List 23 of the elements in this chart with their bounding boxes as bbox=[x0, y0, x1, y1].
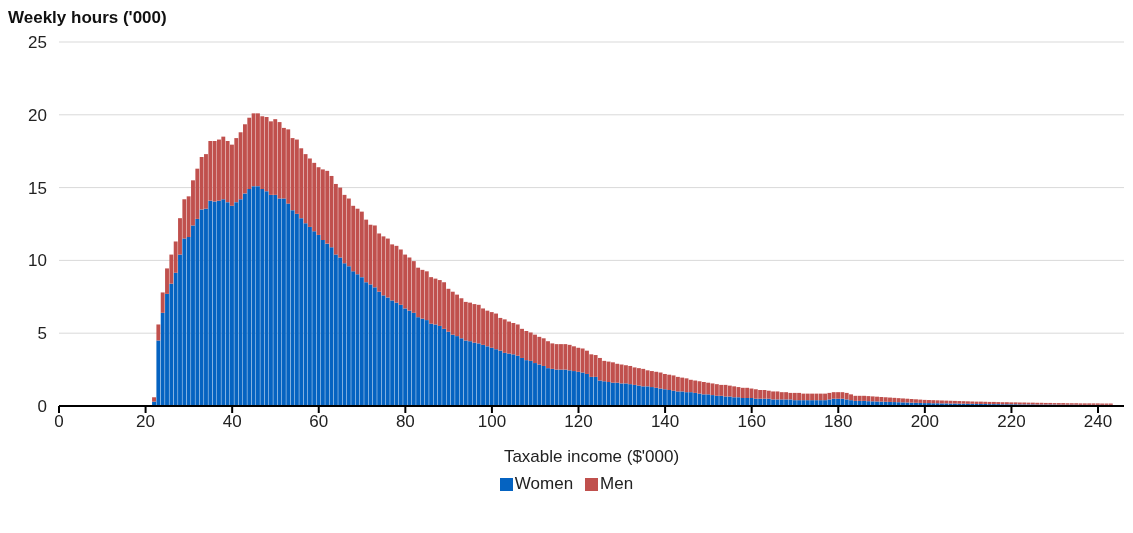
y-tick-label: 5 bbox=[37, 324, 47, 344]
x-tick-label: 60 bbox=[309, 412, 329, 432]
x-axis-title: Taxable income ($'000) bbox=[503, 447, 680, 466]
y-tick-label: 15 bbox=[28, 178, 47, 198]
x-tick-label: 80 bbox=[395, 412, 415, 432]
x-tick-label: 140 bbox=[650, 412, 680, 432]
y-tick-label: 20 bbox=[28, 105, 47, 125]
x-tick-label: 0 bbox=[54, 412, 64, 432]
y-tick-label: 10 bbox=[28, 251, 47, 271]
x-tick-label: 100 bbox=[477, 412, 507, 432]
x-tick-label: 120 bbox=[564, 412, 593, 432]
y-tick-label: 25 bbox=[28, 33, 47, 53]
x-tick-label: 180 bbox=[824, 412, 853, 432]
x-tick-label: 240 bbox=[1083, 412, 1113, 432]
legend-label: Men bbox=[600, 474, 634, 494]
y-tick-label: 0 bbox=[37, 397, 47, 417]
x-tick-label: 220 bbox=[997, 412, 1026, 432]
chart-title: Weekly hours ('000) bbox=[8, 8, 168, 29]
x-tick-label: 160 bbox=[737, 412, 766, 432]
x-tick-label: 200 bbox=[910, 412, 940, 432]
x-tick-label: 20 bbox=[136, 412, 156, 432]
legend-label: Women bbox=[514, 474, 574, 494]
x-tick-label: 40 bbox=[222, 412, 242, 432]
